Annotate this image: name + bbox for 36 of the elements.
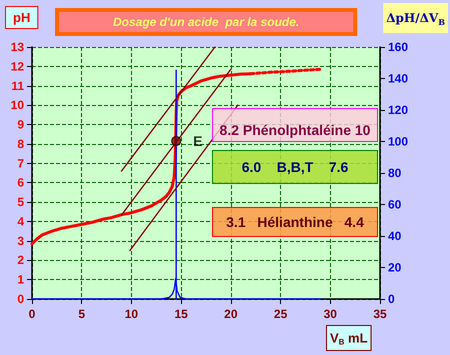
label-box: 6.0 B,B,T 7.6 [212, 150, 378, 184]
chart-title: Dosage d'un acide par la soude. [113, 15, 300, 29]
y-axis-title: pH [13, 10, 30, 25]
x-tick-label: 10 [124, 307, 138, 321]
y2-tick-label: 100 [388, 134, 408, 148]
x-tick-label: 5 [78, 307, 86, 321]
y-tick-label: 9 [17, 118, 24, 132]
label-box: 3.1 Hélianthine 4.4 [212, 207, 378, 237]
y-tick-label: 0 [17, 292, 24, 306]
y-tick-label: 1 [17, 272, 24, 287]
y2-tick-label: 0 [388, 292, 395, 306]
y-tick-label: 11 [11, 78, 24, 93]
y-tick-label: 2 [17, 253, 24, 268]
y2-tick-label: 140 [388, 72, 408, 86]
y-tick-label: 12 [10, 59, 24, 74]
y2-tick-label: 20 [388, 260, 402, 274]
x-tick-label: 15 [174, 307, 188, 321]
label-box: 8.2 Phénolphtaléine 10 [212, 108, 378, 142]
y-tick-label: 13 [10, 40, 24, 54]
y-tick-label: 6 [17, 176, 24, 190]
y-tick-label: 8 [17, 136, 24, 151]
y-tick-label: 3 [17, 234, 24, 248]
y-tick-label: 4 [17, 214, 24, 228]
x-tick-label: 0 [28, 307, 36, 321]
x-tick-label: 20 [224, 307, 238, 321]
y2-tick-label: 80 [388, 166, 402, 180]
y2-tick-label: 40 [388, 229, 402, 243]
y2-tick-label: 60 [388, 198, 402, 212]
x-tick-label: 35 [373, 307, 387, 321]
y-tick-label: 7 [17, 156, 24, 170]
x-tick-label: 30 [324, 307, 338, 321]
x-tick-label: 25 [274, 307, 288, 321]
y2-tick-label: 120 [388, 103, 408, 117]
y-tick-label: 5 [17, 195, 24, 210]
y-tick-label: 10 [10, 98, 24, 112]
y2-tick-label: 160 [388, 40, 408, 54]
